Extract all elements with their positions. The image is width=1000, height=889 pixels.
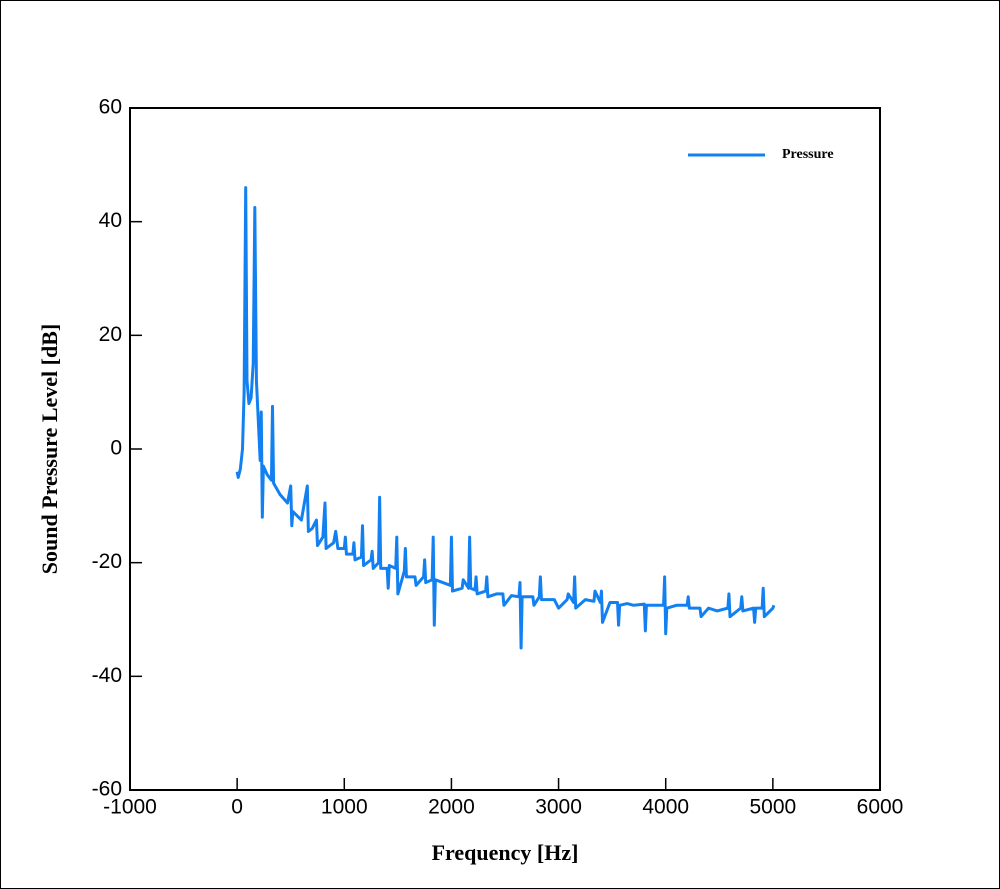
y-tick-label: 40 xyxy=(99,209,122,232)
y-tick-label: -20 xyxy=(92,550,122,573)
x-axis-label: Frequency [Hz] xyxy=(432,840,579,865)
data-line xyxy=(235,186,776,650)
y-tick-label: 0 xyxy=(110,437,122,460)
x-tick-label: 2000 xyxy=(428,796,475,819)
y-tick-label: 20 xyxy=(99,323,122,346)
x-tick-label: 5000 xyxy=(749,796,796,819)
x-tick-label: 3000 xyxy=(535,796,582,819)
legend-label: Pressure xyxy=(782,147,834,162)
y-tick-label: -40 xyxy=(92,664,122,687)
y-tick-label: 60 xyxy=(99,96,122,119)
x-tick-label: 0 xyxy=(231,796,243,819)
y-axis-label: Sound Pressure Level [dB] xyxy=(37,324,62,574)
x-tick-label: 4000 xyxy=(642,796,689,819)
x-tick-label: -1000 xyxy=(103,796,157,819)
y-tick-label: -60 xyxy=(92,778,122,801)
x-tick-label: 1000 xyxy=(321,796,368,819)
plot-border xyxy=(129,107,881,791)
x-tick-label: 6000 xyxy=(857,796,904,819)
